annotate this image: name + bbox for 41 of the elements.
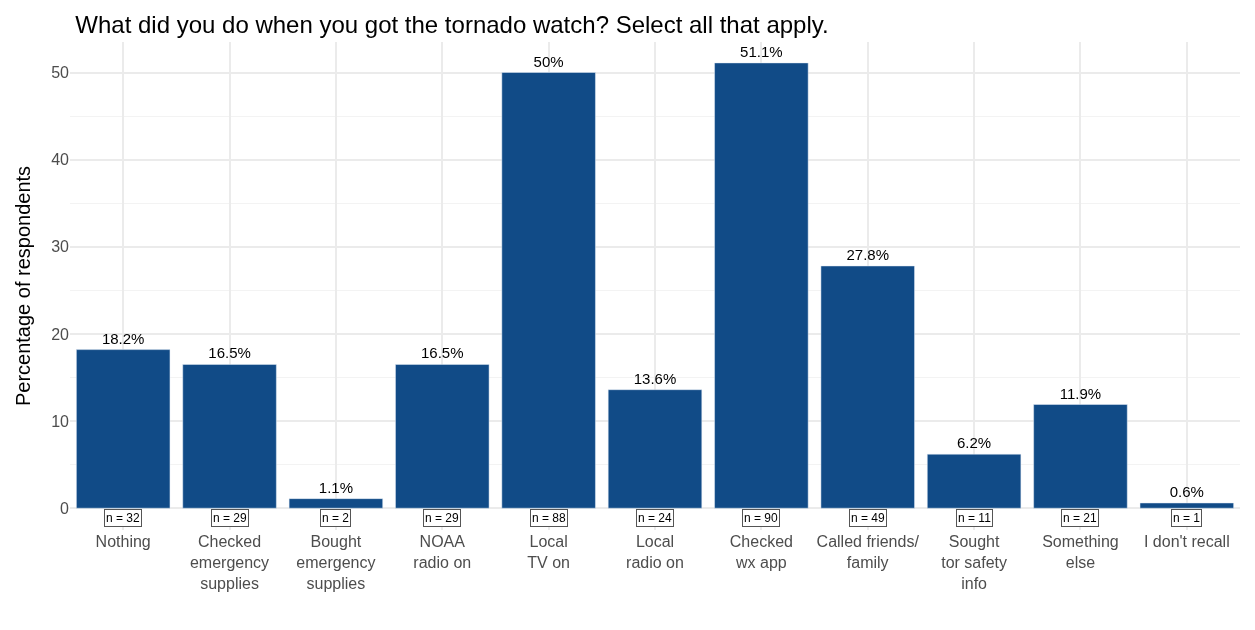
annotation: n = 49 <box>851 511 886 525</box>
y-tick-label: 50 <box>51 64 70 82</box>
data-label: 16.5% <box>421 344 464 362</box>
annotation: n = 90 <box>744 511 779 525</box>
annotation: n = 1 <box>1173 511 1201 525</box>
x-tick-label: Sought tor safety info <box>941 533 1007 592</box>
x-tick-label: I don't recall <box>1143 533 1230 550</box>
y-tick-label: 20 <box>51 325 70 343</box>
data-label: 50% <box>533 52 564 70</box>
data-label: 11.9% <box>1059 384 1102 402</box>
x-tick-label: Called friends/ family <box>816 533 920 571</box>
data-label: 27.8% <box>846 245 889 263</box>
data-label: 6.2% <box>956 434 992 452</box>
annotation: n = 21 <box>1063 511 1098 525</box>
y-tick-label: 0 <box>60 499 70 517</box>
data-label: 1.1% <box>318 478 354 496</box>
annotation: n = 29 <box>213 511 248 525</box>
data-label: 16.5% <box>208 344 251 362</box>
x-tick-label: Something else <box>1042 533 1119 571</box>
x-tick-label: Local TV on <box>527 533 570 571</box>
annotation: n = 88 <box>532 511 567 525</box>
y-axis-title: Percentage of respondents <box>11 165 34 407</box>
annotation: n = 32 <box>106 511 141 525</box>
x-tick-label: Checked emergency supplies <box>189 533 270 592</box>
annotation: n = 2 <box>322 511 350 525</box>
y-tick-label: 30 <box>51 238 70 256</box>
y-tick-label: 40 <box>51 151 70 169</box>
y-tick-label: 10 <box>51 412 70 430</box>
x-tick-label: Nothing <box>95 533 151 550</box>
chart-title: What did you do when you got the tornado watch? Select all that apply. <box>75 10 829 38</box>
data-label: 13.6% <box>633 369 677 387</box>
annotation: n = 29 <box>425 511 460 525</box>
x-tick-label: NOAA radio on <box>413 533 472 571</box>
annotation: n = 11 <box>958 511 992 525</box>
data-label: 51.1% <box>740 42 783 60</box>
x-tick-label: Checked wx app <box>729 533 793 571</box>
x-tick-label: Bought emergency supplies <box>296 533 376 592</box>
annotation: n = 24 <box>638 511 673 525</box>
data-label: 18.2% <box>101 329 145 347</box>
data-label: 0.6% <box>1169 482 1204 500</box>
x-tick-label: Local radio on <box>626 533 684 571</box>
